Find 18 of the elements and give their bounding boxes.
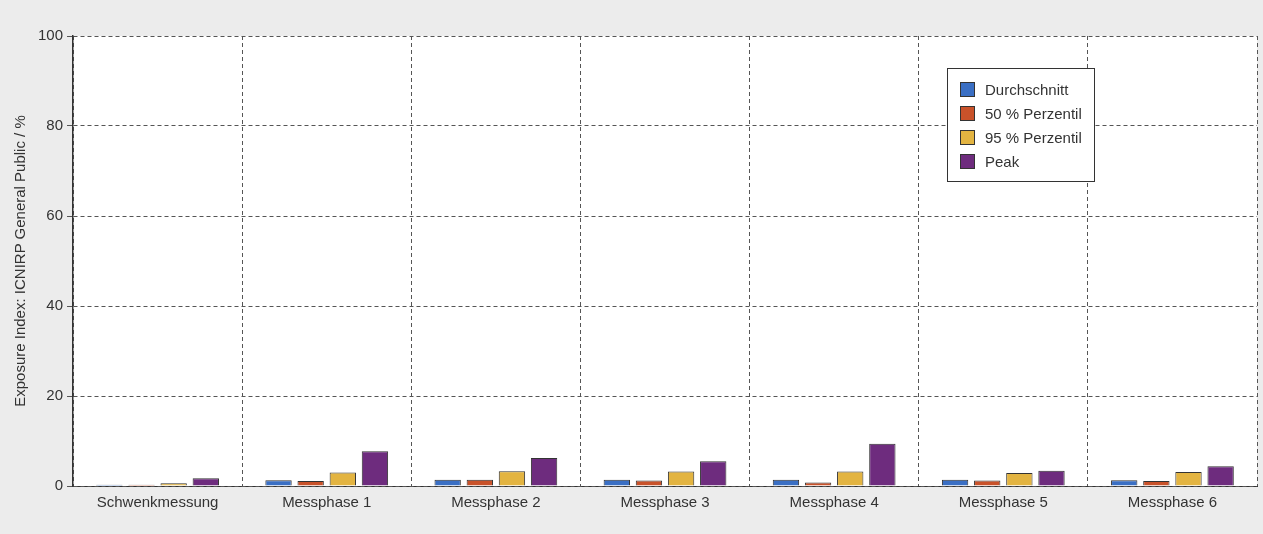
y-tick-label: 0 bbox=[54, 476, 64, 494]
legend-label: 50 % Perzentil bbox=[984, 103, 1082, 124]
y-tick-label: 100 bbox=[38, 26, 64, 44]
y-tick-label: 80 bbox=[46, 116, 64, 134]
x-tick-label: Messphase 6 bbox=[1127, 493, 1218, 511]
x-tick-label: Messphase 1 bbox=[282, 493, 372, 511]
y-tick-label: 60 bbox=[46, 206, 64, 224]
legend-label: Peak bbox=[984, 151, 1021, 172]
x-tick-label: Messphase 5 bbox=[958, 493, 1048, 511]
legend-label: Durchschnitt bbox=[984, 79, 1070, 100]
legend-label: 95 % Perzentil bbox=[984, 127, 1082, 148]
x-tick-label: Schwenkmessung bbox=[96, 493, 219, 511]
y-tick-label: 20 bbox=[46, 386, 64, 404]
y-tick-label: 40 bbox=[46, 296, 64, 314]
y-axis-title: Exposure Index: ICNIRP General Public / % bbox=[11, 115, 29, 407]
x-tick-label: Messphase 4 bbox=[789, 493, 879, 511]
x-tick-label: Messphase 2 bbox=[451, 493, 541, 511]
x-tick-label: Messphase 3 bbox=[620, 493, 710, 511]
